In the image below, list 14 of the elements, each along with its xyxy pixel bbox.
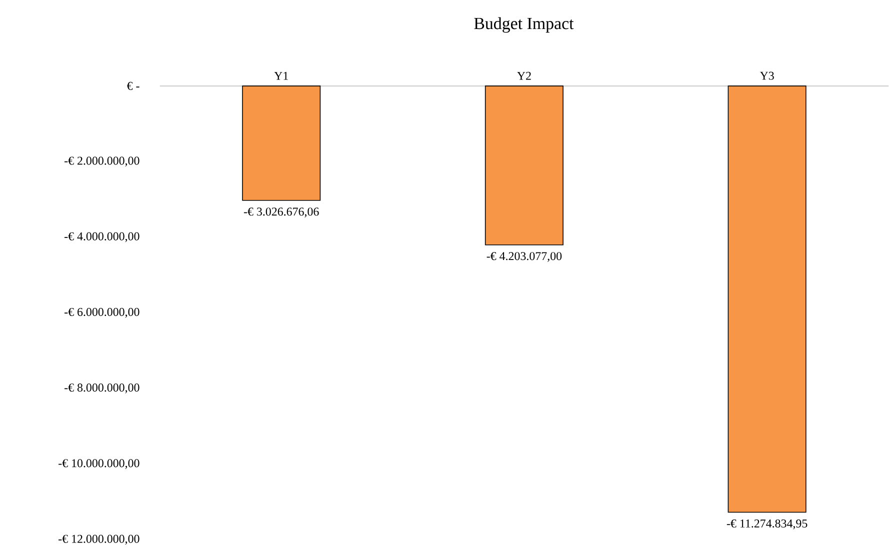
x-tick-label: Y3 <box>760 72 774 80</box>
y-tick-label: -€ 2.000.000,00 <box>64 156 140 167</box>
y-tick-label: -€ 8.000.000,00 <box>64 384 140 394</box>
y-tick-label: € - <box>126 82 140 90</box>
y-tick-label: -€ 4.000.000,00 <box>64 232 140 242</box>
chart-title: Budget Impact <box>474 18 574 33</box>
data-label: -€ 3.026.676,06 <box>244 208 319 218</box>
data-label: -€ 4.203.077,00 <box>486 252 562 262</box>
y-tick-label: -€ 6.000.000,00 <box>64 308 140 318</box>
y-tick-label: -€ 10.000.000,00 <box>58 459 140 470</box>
x-tick-label: Y1 <box>274 72 288 80</box>
y-tick-label: -€ 12.000.000,00 <box>58 535 140 545</box>
data-label: -€ 11.274.834,95 <box>726 520 808 530</box>
x-tick-label: Y2 <box>517 72 531 80</box>
